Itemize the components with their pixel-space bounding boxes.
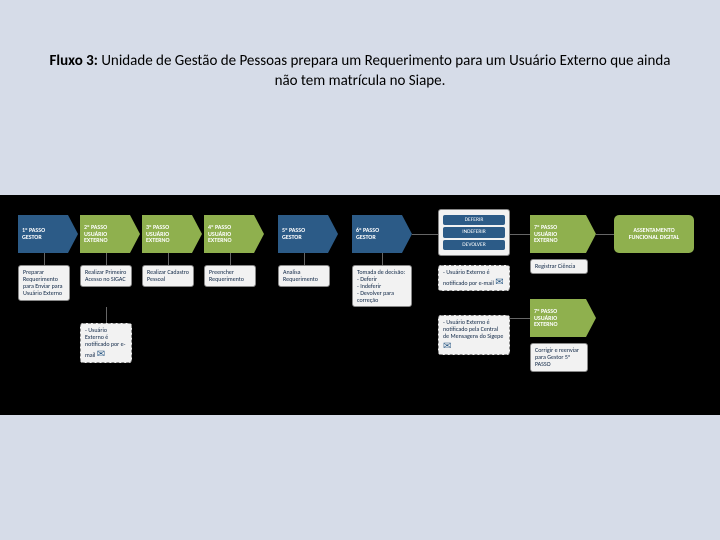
box-b2n: - Usuário Externo é notificado por e-mai… (80, 323, 132, 363)
title-rest: Unidade de Gestão de Pessoas prepara um … (98, 52, 671, 90)
connector (44, 253, 45, 265)
box-b6: Tomada de decisão:- Deferir- Indeferir- … (352, 265, 412, 307)
connector (168, 253, 169, 265)
box-b4: Preencher Requerimento (204, 265, 256, 287)
connector (510, 234, 530, 235)
box-bd1: - Usuário Externo é notificado por e-mai… (438, 265, 510, 291)
connector (382, 253, 383, 265)
connector (596, 234, 614, 235)
connector (304, 253, 305, 265)
connector (412, 234, 438, 235)
box-bd2: - Usuário Externo é notificado pela Cent… (438, 315, 510, 355)
connector (230, 253, 231, 265)
step-s3: 3º PASSOUSUÁRIOEXTERNO (142, 215, 192, 253)
connector (106, 307, 107, 323)
connector (510, 318, 530, 319)
box-b5: Analisa Requerimento (278, 265, 330, 287)
slide-title: Fluxo 3: Unidade de Gestão de Pessoas pr… (0, 52, 720, 91)
step-s2: 2º PASSOUSUÁRIOEXTERNO (80, 215, 130, 253)
step-s4: 4º PASSOUSUÁRIOEXTERNO (204, 215, 254, 253)
decision-block: DEFERIRINDEFERIRDEVOLVER (438, 209, 510, 256)
title-bold: Fluxo 3: (50, 52, 98, 70)
connector (106, 253, 107, 265)
box-b3: Realizar Cadastro Pessoal (142, 265, 194, 287)
step-s7b: 7º PASSOUSUÁRIOEXTERNO (530, 299, 586, 337)
step-s7a: 7º PASSOUSUÁRIOEXTERNO (530, 215, 586, 253)
box-b2: Realizar Primeiro Acesso no SIGAC (80, 265, 132, 287)
box-b7a: Registrar Ciência (530, 259, 588, 274)
step-s6: 6º PASSOGESTOR (352, 215, 402, 253)
step-s5: 5º PASSOGESTOR (278, 215, 328, 253)
box-b7b: Corrigir e reenviar para Gestor 5º PASSO (530, 343, 588, 372)
flow-strip: 1º PASSOGESTOR 2º PASSOUSUÁRIOEXTERNO 3º P… (0, 195, 720, 415)
step-s1: 1º PASSOGESTOR (18, 215, 68, 253)
final-block: ASSENTAMENTO FUNCIONAL DIGITAL (614, 215, 694, 253)
box-b1: Preparar Requerimento para Enviar para U… (18, 265, 70, 301)
